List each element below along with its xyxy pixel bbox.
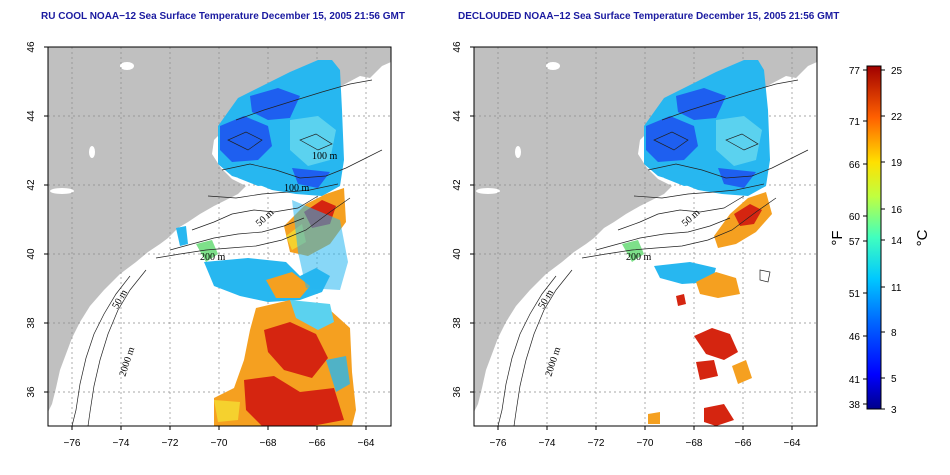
fahrenheit-tick: 60 <box>849 212 861 223</box>
lake <box>476 188 500 194</box>
fahrenheit-tick: 38 <box>849 400 861 411</box>
y-tick-label: 36 <box>452 386 463 398</box>
x-tick-label: −70 <box>637 438 654 449</box>
fahrenheit-tick: 71 <box>849 117 861 128</box>
right-panel-title: DECLOUDED NOAA−12 Sea Surface Temperatur… <box>458 11 840 22</box>
celsius-tick: 25 <box>891 66 903 77</box>
colorbar-gradient <box>866 65 882 410</box>
y-tick-label: 46 <box>452 41 463 53</box>
left-map-panel: 100 m 100 m 50 m 200 m 50 m 2000 m −76 −… <box>26 41 392 449</box>
contour-label-100m: 100 m <box>312 151 338 162</box>
right-map-panel: 50 m 200 m 50 m 2000 m −76 −74 −72 −70 −… <box>452 41 818 449</box>
left-x-tick-labels: −76 −74 −72 −70 −68 −66 −64 <box>64 438 375 449</box>
y-tick-label: 38 <box>452 317 463 329</box>
fahrenheit-tick: 41 <box>849 375 861 386</box>
y-tick-label: 42 <box>26 179 37 191</box>
fahrenheit-tick: 51 <box>849 289 861 300</box>
colorbar: 77 71 66 60 57 51 46 41 38 25 22 19 16 1… <box>829 65 931 416</box>
contour-label-100m: 100 m <box>284 183 310 194</box>
celsius-tick: 14 <box>891 236 903 247</box>
lake <box>50 188 74 194</box>
colorbar-ticks <box>863 69 885 410</box>
right-map-content <box>474 47 817 426</box>
right-tick-marks <box>470 46 793 430</box>
lake <box>515 146 521 158</box>
celsius-tick: 16 <box>891 205 903 216</box>
fahrenheit-unit-label: °F <box>829 230 846 245</box>
x-tick-label: −76 <box>490 438 507 449</box>
celsius-tick: 19 <box>891 158 903 169</box>
sst-imagery <box>176 60 356 426</box>
y-tick-label: 40 <box>452 248 463 260</box>
x-tick-label: −64 <box>784 438 801 449</box>
x-tick-label: −68 <box>686 438 703 449</box>
celsius-tick: 3 <box>891 405 897 416</box>
celsius-tick: 8 <box>891 328 897 339</box>
contour-label-2000m: 2000 m <box>543 346 563 378</box>
left-tick-marks <box>44 46 367 430</box>
left-y-tick-labels: 46 44 42 40 38 36 <box>26 41 37 398</box>
left-panel-title: RU COOL NOAA−12 Sea Surface Temperature … <box>41 11 405 22</box>
left-map-content <box>48 47 391 426</box>
x-tick-label: −72 <box>588 438 605 449</box>
fahrenheit-tick-labels: 77 71 66 60 57 51 46 41 38 <box>849 66 861 411</box>
y-tick-label: 36 <box>26 386 37 398</box>
x-tick-label: −68 <box>260 438 277 449</box>
contour-label-200m: 200 m <box>626 252 652 263</box>
x-tick-label: −74 <box>539 438 556 449</box>
x-tick-label: −74 <box>113 438 130 449</box>
fahrenheit-tick: 57 <box>849 237 861 248</box>
y-tick-label: 42 <box>452 179 463 191</box>
y-tick-label: 40 <box>26 248 37 260</box>
bathymetry-contours <box>497 79 809 426</box>
contour-label-50m: 50 m <box>536 288 556 311</box>
fahrenheit-tick: 46 <box>849 332 861 343</box>
y-tick-label: 46 <box>26 41 37 53</box>
land-mass <box>48 47 391 412</box>
celsius-tick: 22 <box>891 112 903 123</box>
x-tick-label: −64 <box>358 438 375 449</box>
lake <box>546 62 560 70</box>
x-tick-label: −66 <box>735 438 752 449</box>
land-mass <box>474 47 817 412</box>
lake <box>89 146 95 158</box>
celsius-tick-labels: 25 22 19 16 14 11 8 5 3 <box>891 66 903 416</box>
bathymetry-contours <box>71 79 383 426</box>
contour-label-200m: 200 m <box>200 252 226 263</box>
x-tick-label: −70 <box>211 438 228 449</box>
right-x-tick-labels: −76 −74 −72 −70 −68 −66 −64 <box>490 438 801 449</box>
x-tick-label: −72 <box>162 438 179 449</box>
y-tick-label: 44 <box>452 110 463 122</box>
fahrenheit-tick: 77 <box>849 66 861 77</box>
fahrenheit-tick: 66 <box>849 160 861 171</box>
contour-label-2000m: 2000 m <box>117 346 137 378</box>
y-tick-label: 44 <box>26 110 37 122</box>
x-tick-label: −76 <box>64 438 81 449</box>
celsius-unit-label: °C <box>914 229 931 246</box>
y-tick-label: 38 <box>26 317 37 329</box>
right-y-tick-labels: 46 44 42 40 38 36 <box>452 41 463 398</box>
sst-imagery-declouded <box>622 60 772 426</box>
contour-label-50m: 50 m <box>110 288 130 311</box>
x-tick-label: −66 <box>309 438 326 449</box>
celsius-tick: 11 <box>891 283 902 294</box>
celsius-tick: 5 <box>891 374 897 385</box>
lake <box>120 62 134 70</box>
